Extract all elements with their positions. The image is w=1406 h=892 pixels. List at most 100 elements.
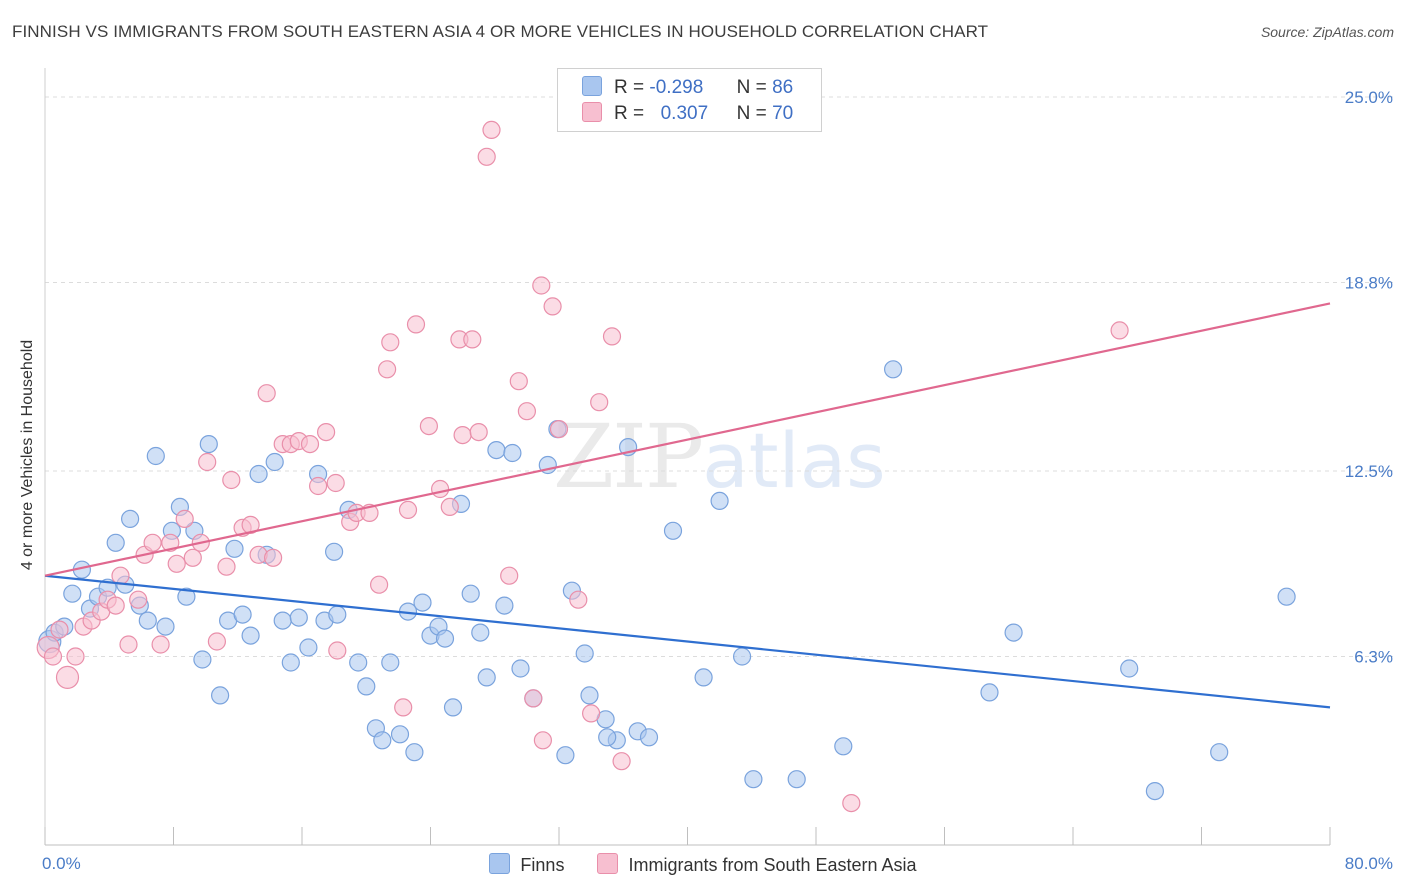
immigrants-point-23 (217, 557, 236, 576)
immigrants-point-53 (469, 423, 488, 442)
immigrants-point-43 (381, 333, 400, 352)
finns-point-49 (435, 629, 455, 648)
y-tick-label-3: 25.0% (1345, 88, 1393, 107)
series-immigrants-points (36, 120, 1129, 813)
immigrants-point-63 (549, 420, 569, 439)
legend-r-label: R = (614, 103, 645, 124)
finns-point-13 (146, 446, 165, 466)
finns-point-43 (390, 725, 410, 744)
immigrants-point-46 (406, 315, 426, 334)
finns-point-57 (503, 443, 522, 463)
finns-point-35 (325, 542, 344, 561)
finns-point-38 (349, 653, 368, 672)
finns-point-10 (121, 509, 140, 529)
immigrants-point-56 (500, 566, 519, 585)
immigrants-point-15 (151, 635, 170, 654)
stats-legend: R = -0.298 N = 86 R = 0.307 N = 70 (557, 68, 822, 132)
legend-n-label: N = (736, 103, 767, 124)
immigrants-point-35 (317, 423, 336, 442)
immigrants-point-70 (1110, 321, 1129, 340)
finns-point-45 (405, 743, 424, 762)
finns-point-29 (273, 611, 292, 630)
finns-point-80 (1004, 623, 1023, 642)
immigrants-point-12 (129, 590, 148, 609)
immigrants-point-44 (394, 698, 413, 717)
finns-point-8 (106, 533, 125, 552)
legend-r-value-finns: -0.298 (649, 77, 704, 98)
finns-point-85 (598, 728, 617, 747)
legend-n-value-immigrants: 70 (772, 103, 794, 124)
legend-swatch-finns (582, 76, 602, 96)
immigrants-point-11 (119, 635, 138, 654)
immigrants-point-33 (300, 435, 320, 454)
immigrants-point-61 (533, 731, 553, 750)
finns-point-55 (487, 441, 506, 460)
y-tick-label-1: 12.5% (1345, 462, 1393, 481)
finns-point-78 (883, 360, 903, 379)
finns-point-64 (575, 644, 594, 663)
finns-point-36 (328, 605, 347, 624)
finns-point-73 (710, 491, 729, 510)
watermark-zip: ZIP (553, 405, 704, 508)
finns-point-23 (225, 539, 244, 558)
trend-lines (44, 302, 1331, 709)
finns-point-3 (63, 584, 82, 603)
finns-point-70 (639, 728, 659, 747)
immigrants-point-21 (198, 452, 217, 472)
immigrants-trend-line (44, 302, 1331, 577)
immigrants-point-59 (524, 689, 543, 708)
finns-point-31 (289, 608, 308, 627)
finns-point-79 (980, 683, 999, 702)
immigrants-point-9 (106, 596, 125, 615)
immigrants-point-65 (581, 704, 601, 723)
immigrants-point-1 (43, 647, 63, 666)
finns-point-14 (156, 617, 175, 636)
legend-r-label: R = (614, 77, 645, 98)
immigrants-point-48 (431, 479, 450, 499)
immigrants-point-62 (543, 297, 562, 316)
finns-point-12 (138, 611, 157, 630)
immigrants-point-41 (370, 575, 389, 594)
legend-item-finns[interactable]: Finns (489, 853, 564, 876)
finns-point-75 (744, 770, 763, 789)
immigrants-point-10 (111, 566, 130, 585)
finns-point-53 (471, 623, 490, 642)
finns-point-71 (663, 521, 683, 540)
finns-point-76 (787, 770, 806, 789)
immigrants-point-22 (207, 632, 226, 651)
immigrants-point-18 (175, 509, 194, 529)
immigrants-point-57 (509, 372, 528, 391)
immigrants-point-64 (569, 590, 588, 609)
immigrants-point-49 (440, 497, 459, 516)
finns-trend-line (44, 574, 1331, 709)
immigrants-point-68 (612, 752, 631, 771)
x-tick-label-0: 0.0% (42, 854, 81, 873)
finns-point-81 (1120, 659, 1139, 678)
axes (44, 68, 1331, 846)
finns-point-20 (199, 435, 218, 454)
immigrants-point-51 (453, 426, 472, 445)
finns-point-62 (556, 746, 575, 765)
y-tick-labels: 6.3% 12.5% 18.8% 25.0% (1345, 88, 1393, 667)
immigrants-point-54 (477, 147, 496, 166)
finns-point-65 (580, 686, 599, 705)
legend-row-immigrants: R = 0.307 N = 70 (582, 102, 793, 126)
finns-point-72 (694, 668, 713, 687)
legend-item-immigrants[interactable]: Immigrants from South Eastern Asia (597, 853, 917, 876)
series-legend: Finns Immigrants from South Eastern Asia (0, 853, 1406, 876)
finns-point-21 (211, 686, 230, 705)
finns-point-52 (461, 584, 480, 603)
immigrants-point-60 (532, 276, 551, 295)
finns-point-84 (1277, 587, 1296, 606)
legend-label-finns: Finns (520, 855, 565, 875)
legend-n-value-finns: 86 (772, 77, 794, 98)
legend-swatch-immigrants (597, 853, 619, 874)
immigrants-point-36 (326, 473, 345, 493)
finns-point-26 (249, 464, 268, 484)
x-tick-labels: 0.0% 80.0% (42, 854, 1393, 873)
immigrants-point-67 (602, 327, 622, 346)
immigrants-point-45 (398, 500, 418, 519)
x-tick-label-1: 80.0% (1345, 854, 1393, 873)
immigrants-point-19 (183, 548, 202, 567)
